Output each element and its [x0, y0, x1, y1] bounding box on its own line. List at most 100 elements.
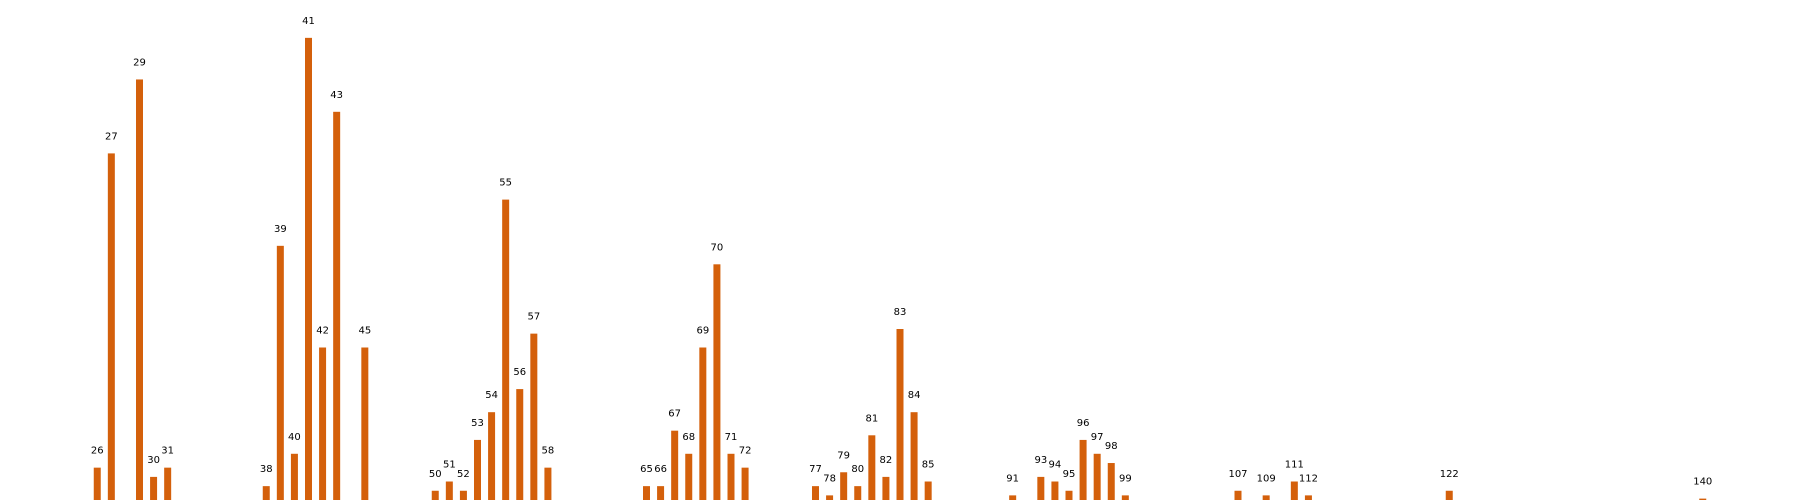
bar-78 — [826, 495, 834, 500]
bar-40 — [290, 453, 298, 500]
bar-79 — [840, 472, 848, 500]
bar-label-42: 42 — [316, 326, 329, 337]
bar-label-109: 109 — [1257, 473, 1276, 484]
bar-label-29: 29 — [133, 57, 146, 68]
bar-81 — [868, 435, 876, 500]
bar-45 — [361, 347, 369, 500]
bar-58 — [544, 467, 552, 500]
bar-66 — [657, 486, 665, 500]
bar-55 — [502, 199, 510, 500]
bar-112 — [1304, 495, 1312, 500]
bar-label-39: 39 — [274, 224, 287, 235]
bar-82 — [882, 476, 890, 500]
bar-label-99: 99 — [1119, 473, 1132, 484]
bar-label-65: 65 — [640, 464, 653, 475]
bar-label-45: 45 — [358, 326, 371, 337]
bar-43 — [333, 111, 341, 500]
bar-label-83: 83 — [894, 307, 907, 318]
bar-label-81: 81 — [865, 413, 878, 424]
bar-label-94: 94 — [1049, 460, 1062, 471]
bar-26 — [93, 467, 101, 500]
bar-label-55: 55 — [499, 178, 512, 189]
bar-label-66: 66 — [654, 464, 667, 475]
bar-27 — [107, 153, 115, 500]
bar-label-26: 26 — [91, 446, 104, 457]
bar-96 — [1079, 439, 1087, 500]
bar-label-72: 72 — [739, 446, 752, 457]
bar-52 — [459, 490, 467, 500]
bar-label-40: 40 — [288, 432, 301, 443]
bar-label-41: 41 — [302, 16, 315, 27]
bar-91 — [1009, 495, 1017, 500]
bar-72 — [741, 467, 749, 500]
bar-label-30: 30 — [147, 455, 160, 466]
bar-label-57: 57 — [527, 312, 540, 323]
bar-54 — [488, 412, 496, 500]
bar-56 — [516, 389, 524, 500]
bar-label-51: 51 — [443, 460, 456, 471]
bar-50 — [431, 490, 439, 500]
bar-label-84: 84 — [908, 390, 921, 401]
bar-51 — [445, 481, 453, 500]
bar-83 — [896, 329, 904, 500]
bar-57 — [530, 333, 538, 500]
bar-70 — [713, 264, 721, 500]
bar-30 — [150, 476, 158, 500]
bar-85 — [924, 481, 932, 500]
bar-71 — [727, 453, 735, 500]
bar-label-67: 67 — [668, 409, 681, 420]
bar-98 — [1107, 463, 1115, 500]
bar-label-69: 69 — [696, 326, 709, 337]
bar-29 — [136, 79, 143, 500]
bar-label-77: 77 — [809, 464, 822, 475]
bar-77 — [812, 486, 819, 500]
bar-84 — [910, 412, 918, 500]
bar-label-111: 111 — [1285, 460, 1304, 471]
bar-label-70: 70 — [711, 242, 724, 253]
bar-label-96: 96 — [1077, 418, 1090, 429]
bar-111 — [1290, 481, 1298, 500]
bar-label-97: 97 — [1091, 432, 1104, 443]
bar-42 — [319, 347, 327, 500]
bar-label-107: 107 — [1228, 469, 1247, 480]
bar-label-27: 27 — [105, 131, 118, 142]
bar-label-43: 43 — [330, 90, 343, 101]
bar-95 — [1065, 490, 1073, 500]
bar-31 — [164, 467, 172, 500]
bar-38 — [262, 486, 270, 500]
bar-53 — [474, 439, 481, 500]
bar-69 — [699, 347, 707, 500]
bar-label-79: 79 — [837, 450, 850, 461]
bar-label-85: 85 — [922, 460, 935, 471]
bars-group — [93, 37, 1707, 500]
bar-label-38: 38 — [260, 464, 273, 475]
bar-94 — [1051, 481, 1059, 500]
bar-label-54: 54 — [485, 390, 498, 401]
bar-122 — [1445, 490, 1453, 500]
bar-label-82: 82 — [880, 455, 893, 466]
bar-107 — [1234, 490, 1242, 500]
bar-label-140: 140 — [1693, 477, 1712, 488]
bar-label-50: 50 — [429, 469, 442, 480]
bar-109 — [1262, 495, 1270, 500]
bar-label-53: 53 — [471, 418, 484, 429]
bar-label-95: 95 — [1063, 469, 1076, 480]
bar-label-58: 58 — [542, 446, 555, 457]
bar-label-68: 68 — [682, 432, 695, 443]
bar-140 — [1699, 498, 1707, 500]
bar-label-98: 98 — [1105, 441, 1118, 452]
bar-99 — [1121, 495, 1129, 500]
bar-label-31: 31 — [161, 446, 174, 457]
bar-label-52: 52 — [457, 469, 470, 480]
bar-67 — [671, 430, 679, 500]
bar-97 — [1093, 453, 1101, 500]
bar-label-122: 122 — [1440, 469, 1459, 480]
bar-65 — [643, 486, 650, 500]
bar-label-56: 56 — [513, 367, 526, 378]
bar-39 — [276, 245, 284, 500]
bar-80 — [854, 486, 862, 500]
bar-label-112: 112 — [1299, 473, 1318, 484]
bar-label-80: 80 — [851, 464, 864, 475]
